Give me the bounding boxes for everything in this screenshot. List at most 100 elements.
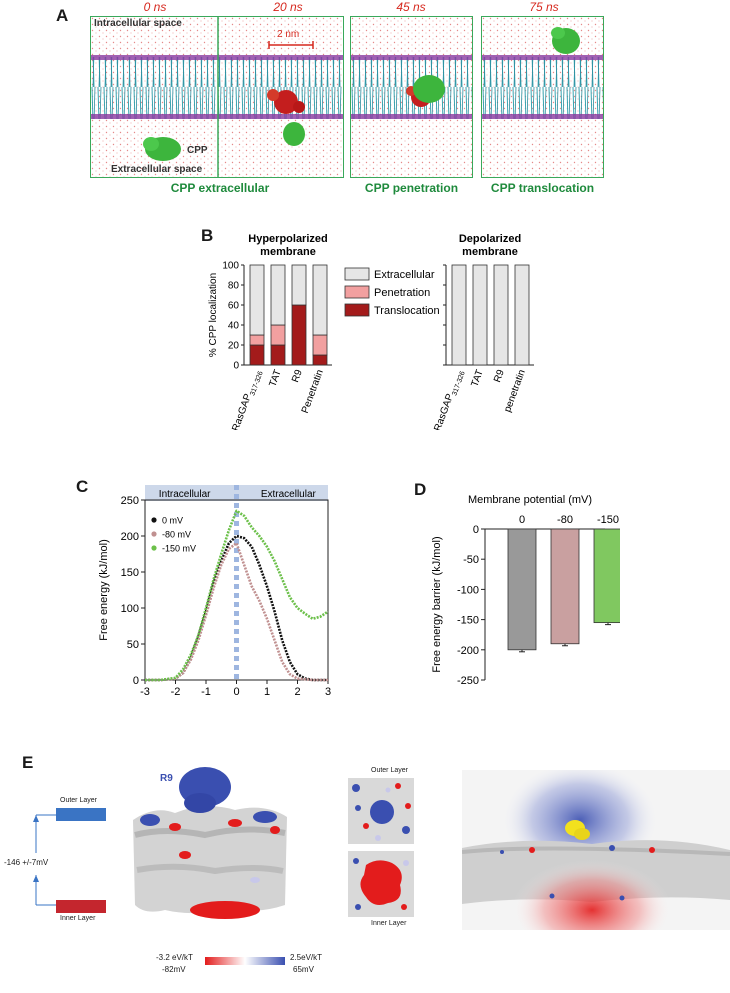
c-xtick-label-3: 0 (233, 686, 239, 695)
hyper-bar-1-0 (270, 344, 286, 366)
time-label-1: 20 ns (273, 0, 303, 14)
scale-right-bottom: 65mV (293, 965, 314, 974)
c-ylabel: Free energy (kJ/mol) (98, 539, 110, 640)
hyper-ytick-label-4: 80 (228, 281, 240, 292)
depol-title-2: membrane (462, 246, 518, 258)
small-inner-label: Inner Layer (371, 920, 407, 927)
potential-diagram (33, 808, 106, 913)
hyper-ytick-label-5: 100 (222, 261, 239, 272)
d-ytick-label-2: -100 (457, 584, 479, 596)
outer-layer-label: Outer Layer (60, 797, 97, 804)
d-ytick-label-4: -200 (457, 645, 479, 657)
cpp-label: CPP (187, 145, 208, 156)
panel-c-letter: C (76, 477, 89, 496)
small-outer-label: Outer Layer (371, 767, 408, 774)
c-xtick-label-4: 1 (264, 686, 270, 695)
hyper-bar-2-0 (291, 304, 307, 366)
hyper-ytick-label-0: 0 (233, 361, 239, 372)
hyper-bar-3-0 (312, 354, 328, 366)
c-legend-marker-2 (151, 545, 157, 551)
hyper-ytick-label-2: 40 (228, 321, 240, 332)
depol-cat-label-2: R9 (492, 368, 507, 384)
legend-swatch-2 (344, 303, 370, 317)
depol-cat-subscript: 317-326 (451, 370, 466, 397)
c-xtick-label-0: -3 (140, 686, 150, 695)
potential-value-label: -146 +/-7mV (4, 858, 49, 867)
inner-layer-view (348, 851, 414, 917)
panel-b-chart: 0 20 40 60 80 100% CPP localization TAT-RasGAP… (208, 233, 534, 430)
membrane-surface-r9 (133, 767, 287, 919)
caption-cpp-extracellular: CPP extracellular (170, 181, 270, 195)
d-ytick-label-0: 0 (473, 524, 479, 536)
c-series-2 (145, 509, 329, 682)
depol-bar-2-2 (493, 264, 509, 366)
depol-title-1: Depolarized (459, 233, 521, 245)
caption-cpp-penetration: CPP penetration (364, 181, 459, 195)
d-bar-0 (507, 528, 537, 651)
depol-cat-label-1: TAT (470, 368, 486, 388)
hyper-bar-2-2 (291, 264, 307, 306)
panel-d-letter: D (414, 480, 427, 499)
legend-label-1: Penetration (374, 287, 430, 299)
region-band (145, 485, 328, 501)
region-right-label: Extracellular (261, 489, 317, 500)
legend-swatch-1 (344, 285, 370, 299)
panel-d-chart: Membrane potential (mV) 0 -50 -100 -150 -200 -… (431, 494, 620, 687)
time-label-2: 45 ns (396, 0, 426, 14)
time-label-0: 0 ns (143, 0, 167, 14)
c-xtick-label-1: -2 (171, 686, 181, 695)
c-legend-label-0: 0 mV (162, 516, 183, 526)
legend-label-2: Translocation (374, 305, 440, 317)
hyper-cat-label-3: Penetratin (300, 368, 326, 415)
simulation-frame-penetration (350, 16, 473, 178)
scale-left-bottom: -82mV (162, 965, 186, 974)
hyper-cat-label-2: R9 (290, 368, 305, 384)
d-cat-label-1: -80 (557, 514, 573, 526)
depol-bar-1-2 (472, 264, 488, 366)
potential-color-scale (205, 957, 285, 965)
time-label-3: 75 ns (529, 0, 559, 14)
hyper-title-2: membrane (260, 246, 316, 258)
d-cat-label-0: 0 (519, 514, 525, 526)
hyper-bar-3-2 (312, 264, 328, 336)
c-xtick-label-5: 2 (294, 686, 300, 695)
hyper-ylabel: % CPP localization (208, 273, 219, 357)
inner-layer-bar (56, 900, 106, 913)
d-ytick-label-5: -250 (457, 675, 479, 687)
panel-a-letter: A (56, 6, 69, 25)
membrane-snapshots-1 (91, 17, 343, 177)
depol-bar-0-2 (451, 264, 467, 366)
d-bar-1 (550, 528, 580, 645)
hyper-cat-subscript: 317-326 (249, 370, 264, 397)
legend-swatch-0 (344, 267, 370, 281)
d-ytick-label-1: -50 (463, 554, 479, 566)
region-left-label: Intracellular (159, 489, 211, 500)
extracellular-space-label: Extracellular space (111, 164, 203, 175)
plot-frame (144, 499, 329, 681)
c-ytick-label-4: 200 (121, 531, 139, 543)
hyper-cat-label-0: TAT-RasGAP317-326 (223, 368, 264, 430)
hyper-bar-3-1 (312, 334, 328, 356)
hyper-title-1: Hyperpolarized (248, 233, 327, 245)
c-ytick-label-5: 250 (121, 495, 139, 507)
intracellular-space-label: Intracellular space (94, 18, 182, 29)
simulation-frame-translocation (481, 16, 604, 178)
hyper-ytick-label-3: 60 (228, 301, 240, 312)
d-cat-label-2: -150 (597, 514, 619, 526)
hyper-bar-1-1 (270, 324, 286, 346)
caption-cpp-translocation: CPP translocation (490, 181, 595, 195)
panel-b-letter: B (201, 226, 214, 245)
outer-layer-view (348, 778, 414, 844)
hyper-cat-label-1: TAT (268, 368, 284, 388)
scale-left-top: -3.2 eV/kT (156, 953, 193, 962)
c-ytick-label-1: 50 (127, 639, 139, 651)
panel-e-letter: E (22, 753, 34, 772)
depol-cat-label-3: penetratin (502, 368, 528, 414)
scale-bar-label: 2 nm (277, 29, 300, 40)
c-xtick-label-6: 3 (325, 686, 331, 695)
hyper-bar-1-2 (270, 264, 286, 326)
d-ytick-label-3: -150 (457, 615, 479, 627)
panel-c-chart: Intracellular Extracellular -3 -2 -1 0 1 2 3 0 50 1… (98, 485, 331, 695)
simulation-frame-extracellular: Intracellular space Extracellular space … (90, 16, 344, 178)
hyper-bar-0-2 (249, 264, 265, 336)
